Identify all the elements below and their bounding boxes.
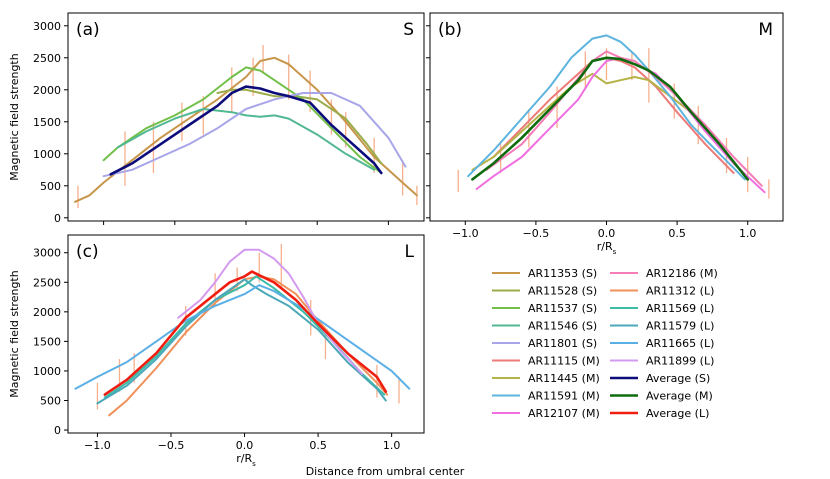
legend: AR11353 (S) AR11528 (S) AR11537 (S) AR11546… bbox=[492, 267, 718, 420]
y-tick-label-c-4: 2000 bbox=[33, 306, 61, 319]
legend-label-ar11353-s: AR11353 (S) bbox=[528, 267, 597, 280]
series-line-ar12186-m bbox=[485, 50, 763, 187]
y-tick-label-a-2: 1000 bbox=[33, 148, 61, 161]
series-line-ar11546-s bbox=[116, 108, 376, 171]
legend-label-ar11665-l: AR11665 (L) bbox=[646, 337, 714, 350]
y-axis-label-c: Magnetic field strength bbox=[8, 270, 21, 397]
panel-label-a: (a) bbox=[76, 20, 100, 40]
panel-label-c: (c) bbox=[76, 242, 99, 262]
series-line-ar11801-s bbox=[102, 92, 407, 178]
x-tick-label-b-4: 1.0 bbox=[739, 227, 757, 240]
legend-label-ar11537-s: AR11537 (S) bbox=[528, 302, 597, 315]
legend-label-ar12107-m: AR12107 (M) bbox=[528, 407, 600, 420]
legend-label-average-l: Average (L) bbox=[646, 407, 709, 420]
panel-a: 0 500 1000 1500 2000 2500 3000 (a) S Magnetic fie… bbox=[8, 12, 425, 225]
legend-label-ar11546-s: AR11546 (S) bbox=[528, 320, 597, 333]
series-line-average-s bbox=[109, 85, 383, 176]
y-axis-label-a: Magnetic field strength bbox=[8, 53, 21, 180]
series-line-ar11528-s bbox=[216, 88, 383, 165]
y-tick-label-a-6: 3000 bbox=[33, 20, 61, 33]
legend-label-average-s: Average (S) bbox=[646, 372, 710, 385]
group-label-b: M bbox=[758, 20, 773, 40]
group-label-c: L bbox=[405, 242, 415, 262]
series-line-ar11537-s bbox=[102, 66, 383, 174]
legend-label-ar11569-l: AR11569 (L) bbox=[646, 302, 714, 315]
y-tick-label-a-5: 2500 bbox=[33, 52, 61, 65]
y-tick-label-c-0: 0 bbox=[54, 424, 61, 437]
x-tick-label-b-0: −1.0 bbox=[452, 227, 479, 240]
legend-label-ar11801-s: AR11801 (S) bbox=[528, 337, 597, 350]
legend-label-ar11579-l: AR11579 (L) bbox=[646, 320, 714, 333]
panel-c: −1.0 −0.5 0.0 0.5 1.0 0 500 1000 1500 2000 2500 300… bbox=[8, 234, 425, 468]
axes-frame-b bbox=[429, 12, 784, 222]
series-line-average-l bbox=[103, 270, 388, 396]
series-line-ar11115-m bbox=[492, 56, 735, 174]
y-tick-label-c-6: 3000 bbox=[33, 247, 61, 260]
x-axis-label-b: r/Rs bbox=[597, 240, 617, 256]
shared-x-axis-label: Distance from umbral center bbox=[306, 465, 465, 478]
x-tick-label-b-2: 0.0 bbox=[598, 227, 616, 240]
y-tick-label-c-1: 500 bbox=[40, 394, 61, 407]
legend-label-ar11312-l: AR11312 (L) bbox=[646, 285, 714, 298]
legend-label-ar11115-m: AR11115 (M) bbox=[528, 355, 600, 368]
x-tick-label-c-0: −1.0 bbox=[84, 439, 111, 452]
x-tick-label-b-3: 0.5 bbox=[668, 227, 686, 240]
y-tick-label-c-5: 2500 bbox=[33, 276, 61, 289]
y-tick-label-c-3: 1500 bbox=[33, 335, 61, 348]
series-line-ar11579-l bbox=[96, 278, 387, 405]
y-tick-label-c-2: 1000 bbox=[33, 365, 61, 378]
x-tick-label-c-4: 1.0 bbox=[383, 439, 401, 452]
series-line-average-m bbox=[471, 56, 749, 181]
legend-label-ar11591-m: AR11591 (M) bbox=[528, 390, 600, 403]
y-tick-label-a-3: 1500 bbox=[33, 116, 61, 129]
series-line-ar11591-m bbox=[467, 34, 746, 181]
legend-label-average-m: Average (M) bbox=[646, 390, 713, 403]
legend-label-ar11899-l: AR11899 (L) bbox=[646, 355, 714, 368]
x-tick-label-b-1: −0.5 bbox=[523, 227, 550, 240]
legend-label-ar12186-m: AR12186 (M) bbox=[646, 267, 718, 280]
legend-label-ar11445-m: AR11445 (M) bbox=[528, 372, 600, 385]
group-label-a: S bbox=[403, 20, 414, 40]
x-tick-label-c-1: −0.5 bbox=[158, 439, 185, 452]
series-line-ar11445-m bbox=[471, 72, 693, 171]
axes-frame-c bbox=[67, 234, 425, 434]
panel-b: −1.0 −0.5 0.0 0.5 1.0 (b) Mr/Rs bbox=[426, 12, 784, 256]
series-line-ar11353-s bbox=[74, 56, 418, 203]
y-tick-label-a-0: 0 bbox=[54, 212, 61, 225]
series-line-ar11665-l bbox=[74, 284, 411, 390]
x-tick-label-c-3: 0.5 bbox=[309, 439, 327, 452]
x-tick-label-c-2: 0.0 bbox=[236, 439, 254, 452]
series-line-ar12107-m bbox=[475, 56, 766, 194]
legend-label-ar11528-s: AR11528 (S) bbox=[528, 285, 597, 298]
y-tick-label-a-1: 500 bbox=[40, 180, 61, 193]
x-axis-label-c: r/Rs bbox=[236, 452, 256, 468]
y-tick-label-a-4: 2000 bbox=[33, 84, 61, 97]
panel-label-b: (b) bbox=[438, 20, 462, 40]
